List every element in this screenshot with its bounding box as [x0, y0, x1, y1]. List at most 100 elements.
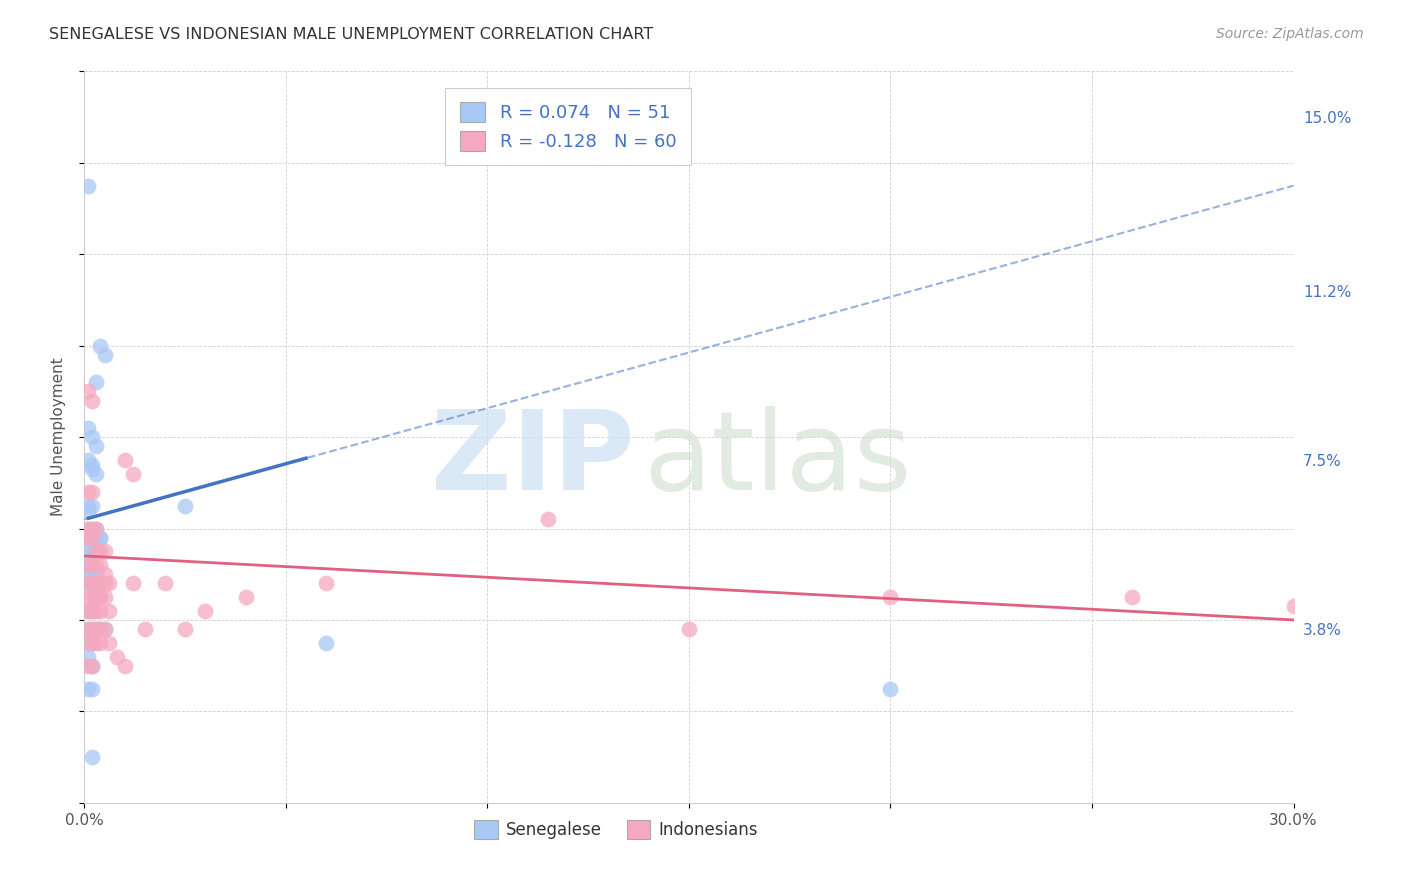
- Point: [114, 453, 136, 467]
- Point: [879, 590, 901, 604]
- Point: [315, 576, 337, 591]
- Point: [82, 681, 104, 696]
- Point: [77, 485, 100, 500]
- Point: [77, 576, 100, 591]
- Point: [82, 499, 104, 513]
- Point: [77, 521, 100, 535]
- Point: [89, 622, 111, 636]
- Point: [82, 458, 104, 472]
- Point: [82, 531, 104, 545]
- Point: [93, 567, 115, 582]
- Point: [82, 393, 104, 408]
- Point: [86, 376, 108, 390]
- Point: [82, 430, 104, 444]
- Point: [77, 636, 100, 650]
- Point: [77, 604, 100, 618]
- Point: [82, 590, 104, 604]
- Point: [82, 567, 104, 582]
- Point: [86, 576, 108, 591]
- Point: [82, 622, 104, 636]
- Point: [82, 558, 104, 573]
- Point: [194, 604, 217, 618]
- Point: [89, 590, 111, 604]
- Point: [86, 604, 108, 618]
- Point: [93, 544, 115, 558]
- Point: [77, 499, 100, 513]
- Point: [82, 521, 104, 535]
- Point: [77, 503, 100, 517]
- Point: [105, 649, 128, 664]
- Point: [82, 576, 104, 591]
- Point: [82, 604, 104, 618]
- Point: [86, 521, 108, 535]
- Text: atlas: atlas: [643, 406, 911, 513]
- Point: [93, 622, 115, 636]
- Point: [89, 531, 111, 545]
- Point: [77, 521, 100, 535]
- Point: [86, 622, 108, 636]
- Point: [89, 590, 111, 604]
- Point: [86, 558, 108, 573]
- Point: [97, 604, 120, 618]
- Point: [82, 658, 104, 673]
- Point: [86, 467, 108, 481]
- Point: [77, 384, 100, 399]
- Point: [86, 636, 108, 650]
- Point: [77, 590, 100, 604]
- Point: [86, 531, 108, 545]
- Point: [77, 604, 100, 618]
- Point: [537, 512, 560, 526]
- Point: [1282, 599, 1305, 614]
- Point: [82, 521, 104, 535]
- Point: [86, 544, 108, 558]
- Point: [77, 531, 100, 545]
- Point: [82, 750, 104, 764]
- Point: [82, 658, 104, 673]
- Point: [82, 544, 104, 558]
- Text: SENEGALESE VS INDONESIAN MALE UNEMPLOYMENT CORRELATION CHART: SENEGALESE VS INDONESIAN MALE UNEMPLOYME…: [49, 27, 654, 42]
- Point: [86, 567, 108, 582]
- Point: [93, 590, 115, 604]
- Point: [121, 576, 143, 591]
- Point: [114, 658, 136, 673]
- Point: [82, 485, 104, 500]
- Point: [86, 439, 108, 453]
- Point: [77, 681, 100, 696]
- Point: [89, 622, 111, 636]
- Point: [77, 558, 100, 573]
- Point: [82, 576, 104, 591]
- Point: [77, 178, 100, 193]
- Point: [315, 636, 337, 650]
- Y-axis label: Male Unemployment: Male Unemployment: [51, 358, 66, 516]
- Point: [89, 576, 111, 591]
- Legend: Senegalese, Indonesians: Senegalese, Indonesians: [468, 814, 765, 846]
- Point: [86, 521, 108, 535]
- Point: [89, 636, 111, 650]
- Point: [77, 558, 100, 573]
- Point: [89, 338, 111, 352]
- Point: [153, 576, 176, 591]
- Point: [77, 636, 100, 650]
- Point: [77, 622, 100, 636]
- Point: [77, 658, 100, 673]
- Point: [93, 348, 115, 362]
- Point: [89, 558, 111, 573]
- Point: [174, 622, 197, 636]
- Point: [235, 590, 257, 604]
- Point: [77, 576, 100, 591]
- Point: [82, 531, 104, 545]
- Point: [77, 531, 100, 545]
- Point: [86, 590, 108, 604]
- Point: [97, 636, 120, 650]
- Point: [82, 558, 104, 573]
- Point: [97, 576, 120, 591]
- Point: [1121, 590, 1143, 604]
- Point: [89, 531, 111, 545]
- Text: ZIP: ZIP: [432, 406, 634, 513]
- Point: [77, 421, 100, 435]
- Point: [678, 622, 700, 636]
- Point: [89, 604, 111, 618]
- Point: [77, 544, 100, 558]
- Point: [174, 499, 197, 513]
- Point: [93, 622, 115, 636]
